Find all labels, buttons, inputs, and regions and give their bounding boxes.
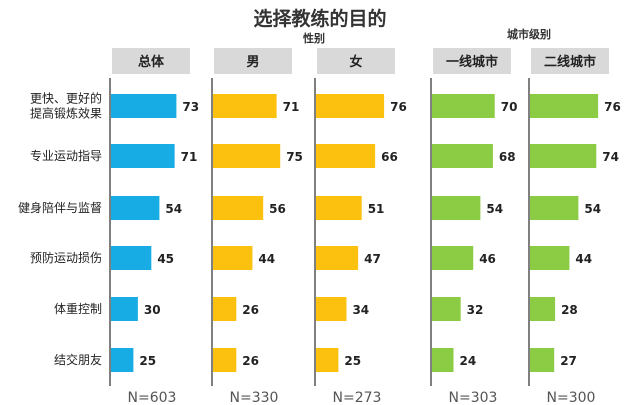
bar: [213, 94, 277, 118]
bar: [432, 348, 454, 372]
group-label-city: 城市级别: [507, 28, 551, 41]
bar-value-label: 73: [182, 100, 199, 114]
bar-value-label: 51: [368, 202, 385, 216]
bar-value-label: 76: [390, 100, 407, 114]
bar: [111, 94, 177, 118]
bar-value-label: 30: [144, 303, 161, 317]
bar-value-label: 70: [501, 100, 518, 114]
panel-header-label: 女: [349, 54, 362, 70]
bar-value-label: 76: [604, 100, 621, 114]
category-label: 体重控制: [54, 302, 102, 316]
bar-value-label: 54: [165, 202, 182, 216]
bar-value-label: 27: [560, 354, 577, 368]
panel-header-label: 二线城市: [544, 54, 596, 70]
bar: [316, 297, 347, 321]
bar: [432, 297, 461, 321]
sample-size-label: N=330: [230, 390, 279, 405]
bar: [111, 297, 138, 321]
panel-header-box: [214, 48, 292, 74]
chart-title: 选择教练的目的: [253, 8, 387, 30]
bar-value-label: 75: [286, 150, 303, 164]
bar: [530, 144, 597, 168]
bar-value-label: 34: [352, 303, 369, 317]
sample-size-label: N=273: [333, 390, 382, 405]
bar-value-label: 26: [242, 303, 259, 317]
group-label-gender: 性别: [303, 32, 325, 45]
bar: [111, 246, 152, 270]
panel-header-box: [317, 48, 395, 74]
category-label: 健身陪伴与监督: [18, 200, 102, 215]
bar-value-label: 47: [364, 252, 381, 266]
bar-value-label: 45: [157, 252, 174, 266]
bar: [111, 144, 175, 168]
bar-value-label: 25: [344, 354, 361, 368]
bar: [530, 246, 570, 270]
bar: [432, 144, 493, 168]
bar: [213, 297, 237, 321]
category-label: 预防运动损伤: [30, 250, 102, 265]
bar-value-label: 54: [584, 202, 601, 216]
bar-value-label: 44: [575, 252, 592, 266]
sample-size-label: N=603: [128, 390, 177, 405]
category-label: 专业运动指导: [30, 148, 102, 163]
bar: [213, 196, 264, 220]
bar: [432, 196, 481, 220]
bar-value-label: 54: [486, 202, 503, 216]
category-label: 结交朋友: [54, 352, 102, 367]
bar-value-label: 66: [381, 150, 398, 164]
bar: [213, 246, 253, 270]
bar-value-label: 71: [283, 100, 300, 114]
bar: [111, 196, 160, 220]
bar-value-label: 56: [269, 202, 286, 216]
bar-value-label: 46: [479, 252, 496, 266]
bar: [530, 348, 555, 372]
bar: [432, 94, 495, 118]
bar-value-label: 24: [460, 354, 477, 368]
panel-header-box: [531, 48, 609, 74]
bar-value-label: 26: [242, 354, 259, 368]
panel-header-box: [433, 48, 511, 74]
bar-value-label: 74: [602, 150, 619, 164]
bar: [530, 196, 579, 220]
bar: [316, 348, 339, 372]
category-label: 更快、更好的提高锻炼效果: [30, 91, 102, 121]
panel-header-label: 总体: [138, 54, 165, 70]
bar-value-label: 28: [561, 303, 578, 317]
bar-value-label: 32: [467, 303, 484, 317]
bar-value-label: 71: [181, 150, 198, 164]
panel-header-label: 男: [246, 55, 259, 70]
bar-value-label: 25: [139, 354, 156, 368]
bar: [530, 297, 556, 321]
bar-value-label: 44: [258, 252, 275, 266]
bar: [213, 348, 237, 372]
bar-value-label: 68: [499, 150, 516, 164]
bar: [316, 246, 359, 270]
bar: [213, 144, 281, 168]
bar: [111, 348, 134, 372]
bar: [316, 196, 362, 220]
sample-size-label: N=300: [547, 390, 596, 405]
bar: [316, 94, 385, 118]
panel-header-label: 一线城市: [446, 54, 498, 70]
bar: [316, 144, 376, 168]
bar: [432, 246, 474, 270]
panel-header-box: [112, 48, 190, 74]
sample-size-label: N=303: [449, 390, 498, 405]
bar: [530, 94, 599, 118]
